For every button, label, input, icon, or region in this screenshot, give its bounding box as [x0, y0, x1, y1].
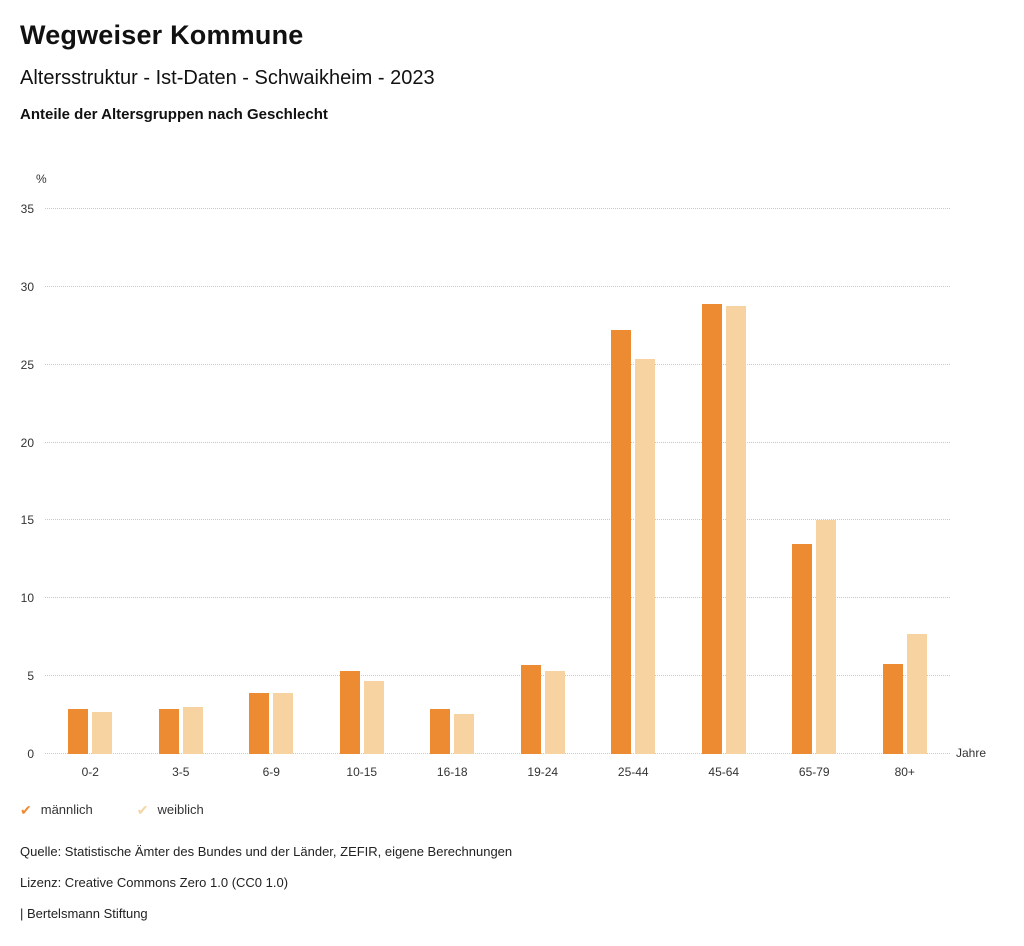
x-axis-unit-label: Jahre — [956, 746, 987, 760]
bar-weiblich[interactable] — [725, 305, 746, 754]
gridline — [45, 675, 950, 677]
y-tick-label: 10 — [20, 591, 34, 606]
gridline — [45, 208, 950, 209]
legend-label: weiblich — [157, 802, 204, 817]
footer-license: Lizenz: Creative Commons Zero 1.0 (CC0 1… — [20, 875, 289, 890]
legend-label: männlich — [40, 802, 93, 817]
bar-groups: 0-2 3-5 6-9 10-15 16-18 19-24 25-44 45-64 65-79 8… — [45, 209, 951, 779]
legend-item-männlich[interactable]: ✔ männlich — [20, 802, 93, 817]
x-tick-label: 45-64 — [708, 765, 740, 779]
x-tick-label: 10-15 — [346, 765, 378, 779]
x-tick-label: 25-44 — [617, 765, 649, 779]
legend-checkmark-icon: ✔ — [136, 801, 149, 818]
bar-männlich[interactable] — [158, 708, 179, 754]
bar-group: 10-15 — [317, 209, 408, 779]
bar-group: 16-18 — [407, 209, 498, 779]
bar-männlich[interactable] — [792, 543, 813, 754]
gridline — [45, 597, 950, 599]
x-tick-label: 80+ — [894, 765, 915, 779]
plot-area: 0-2 3-5 6-9 10-15 16-18 19-24 25-44 45-64 65-79 8… — [45, 208, 951, 779]
y-tick-label: 0 — [27, 747, 34, 761]
legend-checkmark-icon: ✔ — [20, 801, 32, 818]
gridline — [45, 753, 950, 754]
legend-item-weiblich[interactable]: ✔ weiblich — [137, 802, 204, 817]
bar-group: 25-44 — [588, 209, 679, 779]
y-tick-label: 35 — [20, 202, 34, 216]
y-tick-label: 25 — [20, 357, 34, 372]
y-tick-label: 30 — [20, 279, 34, 294]
gridline — [45, 285, 950, 287]
x-tick-label: 3-5 — [172, 765, 190, 779]
y-axis-unit-label: % — [36, 172, 47, 186]
bar-weiblich[interactable] — [454, 713, 475, 754]
bar-group: 19-24 — [498, 209, 589, 779]
x-tick-label: 19-24 — [527, 765, 559, 779]
bar-männlich[interactable] — [430, 708, 451, 754]
bar-männlich[interactable] — [339, 671, 360, 754]
bar-weiblich[interactable] — [92, 711, 113, 754]
bar-group: 3-5 — [136, 209, 227, 779]
bar-weiblich[interactable] — [363, 680, 384, 754]
bar-männlich[interactable] — [249, 693, 270, 754]
y-axis-labels: 0 5 10 15 20 25 30 35 — [0, 203, 34, 760]
bar-männlich[interactable] — [68, 708, 89, 754]
bar-weiblich[interactable] — [544, 671, 565, 754]
gridline — [45, 441, 950, 443]
bar-weiblich[interactable] — [182, 707, 203, 754]
y-tick-label: 5 — [27, 669, 34, 684]
gridline — [45, 363, 950, 365]
bar-group: 45-64 — [679, 209, 770, 779]
bar-weiblich[interactable] — [635, 358, 656, 754]
bar-group: 0-2 — [45, 209, 136, 779]
footer-attribution: | Bertelsmann Stiftung — [20, 906, 148, 921]
legend: ✔ männlich ✔ weiblich — [20, 802, 204, 817]
bar-group: 6-9 — [226, 209, 317, 779]
bar-weiblich[interactable] — [906, 634, 927, 754]
x-tick-label: 65-79 — [798, 765, 830, 779]
chart-heading: Anteile der Altersgruppen nach Geschlech… — [20, 106, 328, 123]
bar-group: 80+ — [860, 209, 951, 779]
bar-männlich[interactable] — [701, 304, 722, 754]
bar-weiblich[interactable] — [273, 693, 294, 754]
y-tick-label: 15 — [20, 513, 34, 528]
bar-group: 65-79 — [769, 209, 860, 779]
bar-männlich[interactable] — [520, 665, 541, 754]
x-tick-label: 16-18 — [436, 765, 468, 779]
bar-männlich[interactable] — [882, 663, 903, 754]
footer-source: Quelle: Statistische Ämter des Bundes un… — [20, 844, 513, 859]
x-tick-label: 0-2 — [81, 765, 99, 779]
x-tick-label: 6-9 — [262, 765, 280, 779]
page-subtitle: Altersstruktur - Ist-Daten - Schwaikheim… — [20, 67, 435, 89]
y-tick-label: 20 — [20, 435, 34, 450]
bar-männlich[interactable] — [611, 330, 632, 754]
bar-weiblich[interactable] — [816, 520, 837, 754]
page-title: Wegweiser Kommune — [20, 20, 304, 50]
gridline — [45, 519, 950, 521]
